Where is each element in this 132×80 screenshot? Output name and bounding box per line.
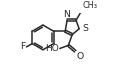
Text: N: N [63, 10, 70, 19]
Text: O: O [76, 52, 83, 61]
Text: F: F [20, 42, 26, 51]
Text: CH₃: CH₃ [82, 1, 97, 10]
Text: S: S [82, 24, 88, 33]
Text: HO: HO [45, 44, 59, 53]
